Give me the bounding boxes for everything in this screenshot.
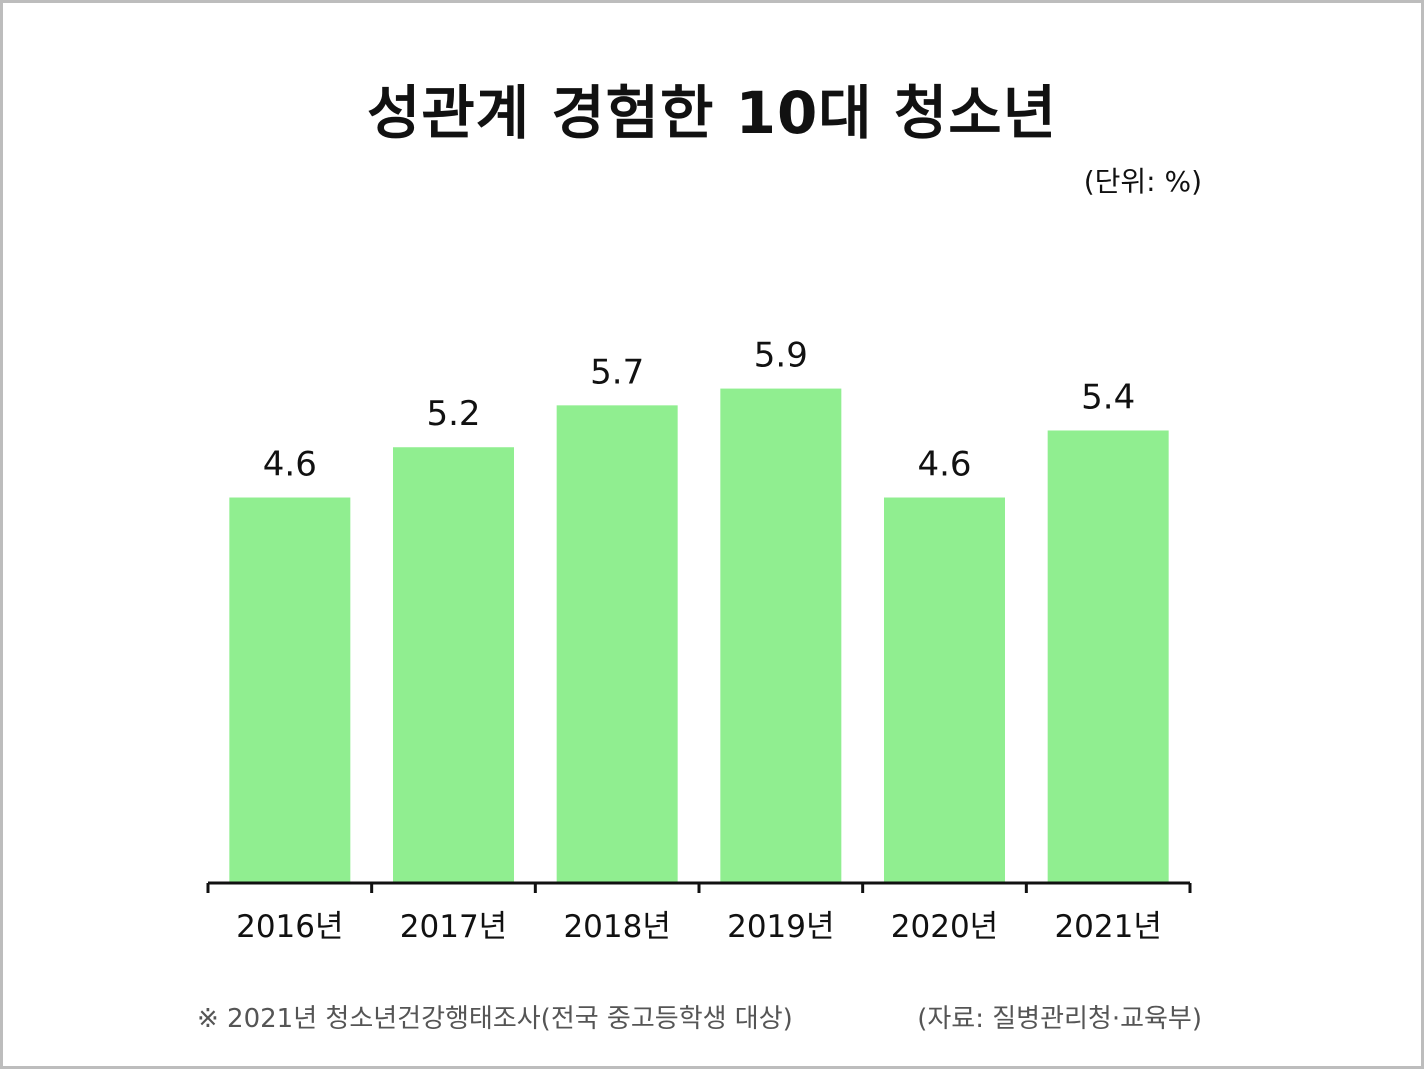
unit-label: (단위: %) <box>1083 165 1202 198</box>
bar-5 <box>1047 430 1169 883</box>
bar-value-label-1: 5.2 <box>426 394 480 434</box>
bar-1 <box>393 447 514 883</box>
bar-3 <box>720 388 842 883</box>
chart-title: 성관계 경험한 10대 청소년 <box>367 79 1057 147</box>
x-tick-label-2: 2018년 <box>563 909 670 945</box>
bar-2 <box>556 405 678 883</box>
footnote: ※ 2021년 청소년건강행태조사(전국 중고등학생 대상) <box>197 1004 793 1034</box>
source-note: (자료: 질병관리청·교육부) <box>917 1004 1202 1034</box>
bar-value-label-2: 5.7 <box>590 352 644 392</box>
bar-value-label-5: 5.4 <box>1081 377 1135 417</box>
x-tick-label-5: 2021년 <box>1054 909 1161 945</box>
x-tick-label-1: 2017년 <box>400 909 507 945</box>
bar-4 <box>884 497 1005 883</box>
bar-value-label-3: 5.9 <box>754 336 808 376</box>
x-tick-label-4: 2020년 <box>891 909 998 945</box>
bar-value-label-4: 4.6 <box>917 445 971 485</box>
bar-0 <box>229 497 351 883</box>
x-tick-label-3: 2019년 <box>727 909 834 945</box>
x-tick-label-0: 2016년 <box>236 909 343 945</box>
bar-value-label-0: 4.6 <box>263 445 317 485</box>
